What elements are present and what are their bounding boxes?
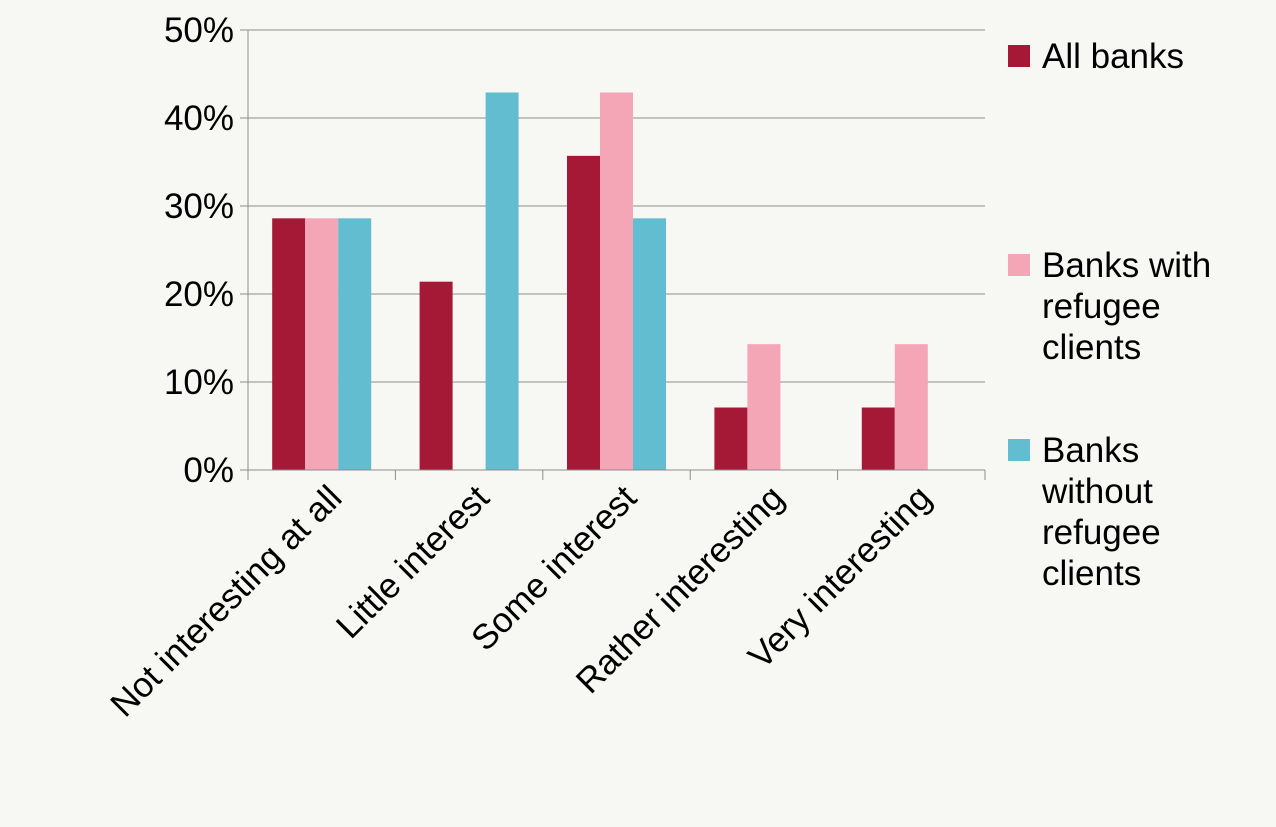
bar: [485, 92, 519, 470]
y-tick-label: 10%: [164, 363, 234, 402]
bar: [714, 407, 748, 470]
legend-label: Banks: [1042, 431, 1139, 470]
y-tick-label: 40%: [164, 99, 234, 138]
legend-label: clients: [1042, 554, 1141, 593]
legend-label: All banks: [1042, 37, 1184, 76]
bar: [861, 407, 895, 470]
bar: [633, 218, 666, 470]
y-tick-label: 20%: [164, 275, 234, 314]
y-tick-label: 50%: [164, 11, 234, 50]
bar: [338, 218, 372, 470]
bar: [567, 155, 600, 470]
legend-swatch: [1008, 45, 1030, 67]
legend-swatch: [1008, 254, 1030, 276]
legend-swatch: [1008, 439, 1030, 461]
bar: [305, 218, 339, 470]
x-tick-label: Not interesting at all: [103, 478, 349, 724]
legend-label: without: [1041, 472, 1153, 511]
bar: [600, 92, 633, 470]
legend-label: clients: [1042, 328, 1141, 367]
legend-label: Banks with: [1042, 246, 1211, 285]
legend-label: refugee: [1042, 287, 1161, 326]
bar: [747, 344, 781, 470]
legend-label: refugee: [1042, 513, 1161, 552]
y-tick-label: 0%: [183, 451, 234, 490]
bar: [272, 218, 306, 470]
legend-item[interactable]: All banks: [1008, 37, 1184, 76]
bars: [272, 92, 928, 470]
x-tick-label: Little interest: [329, 478, 497, 646]
bar: [894, 344, 928, 470]
bar: [419, 281, 453, 470]
y-tick-label: 30%: [164, 187, 234, 226]
